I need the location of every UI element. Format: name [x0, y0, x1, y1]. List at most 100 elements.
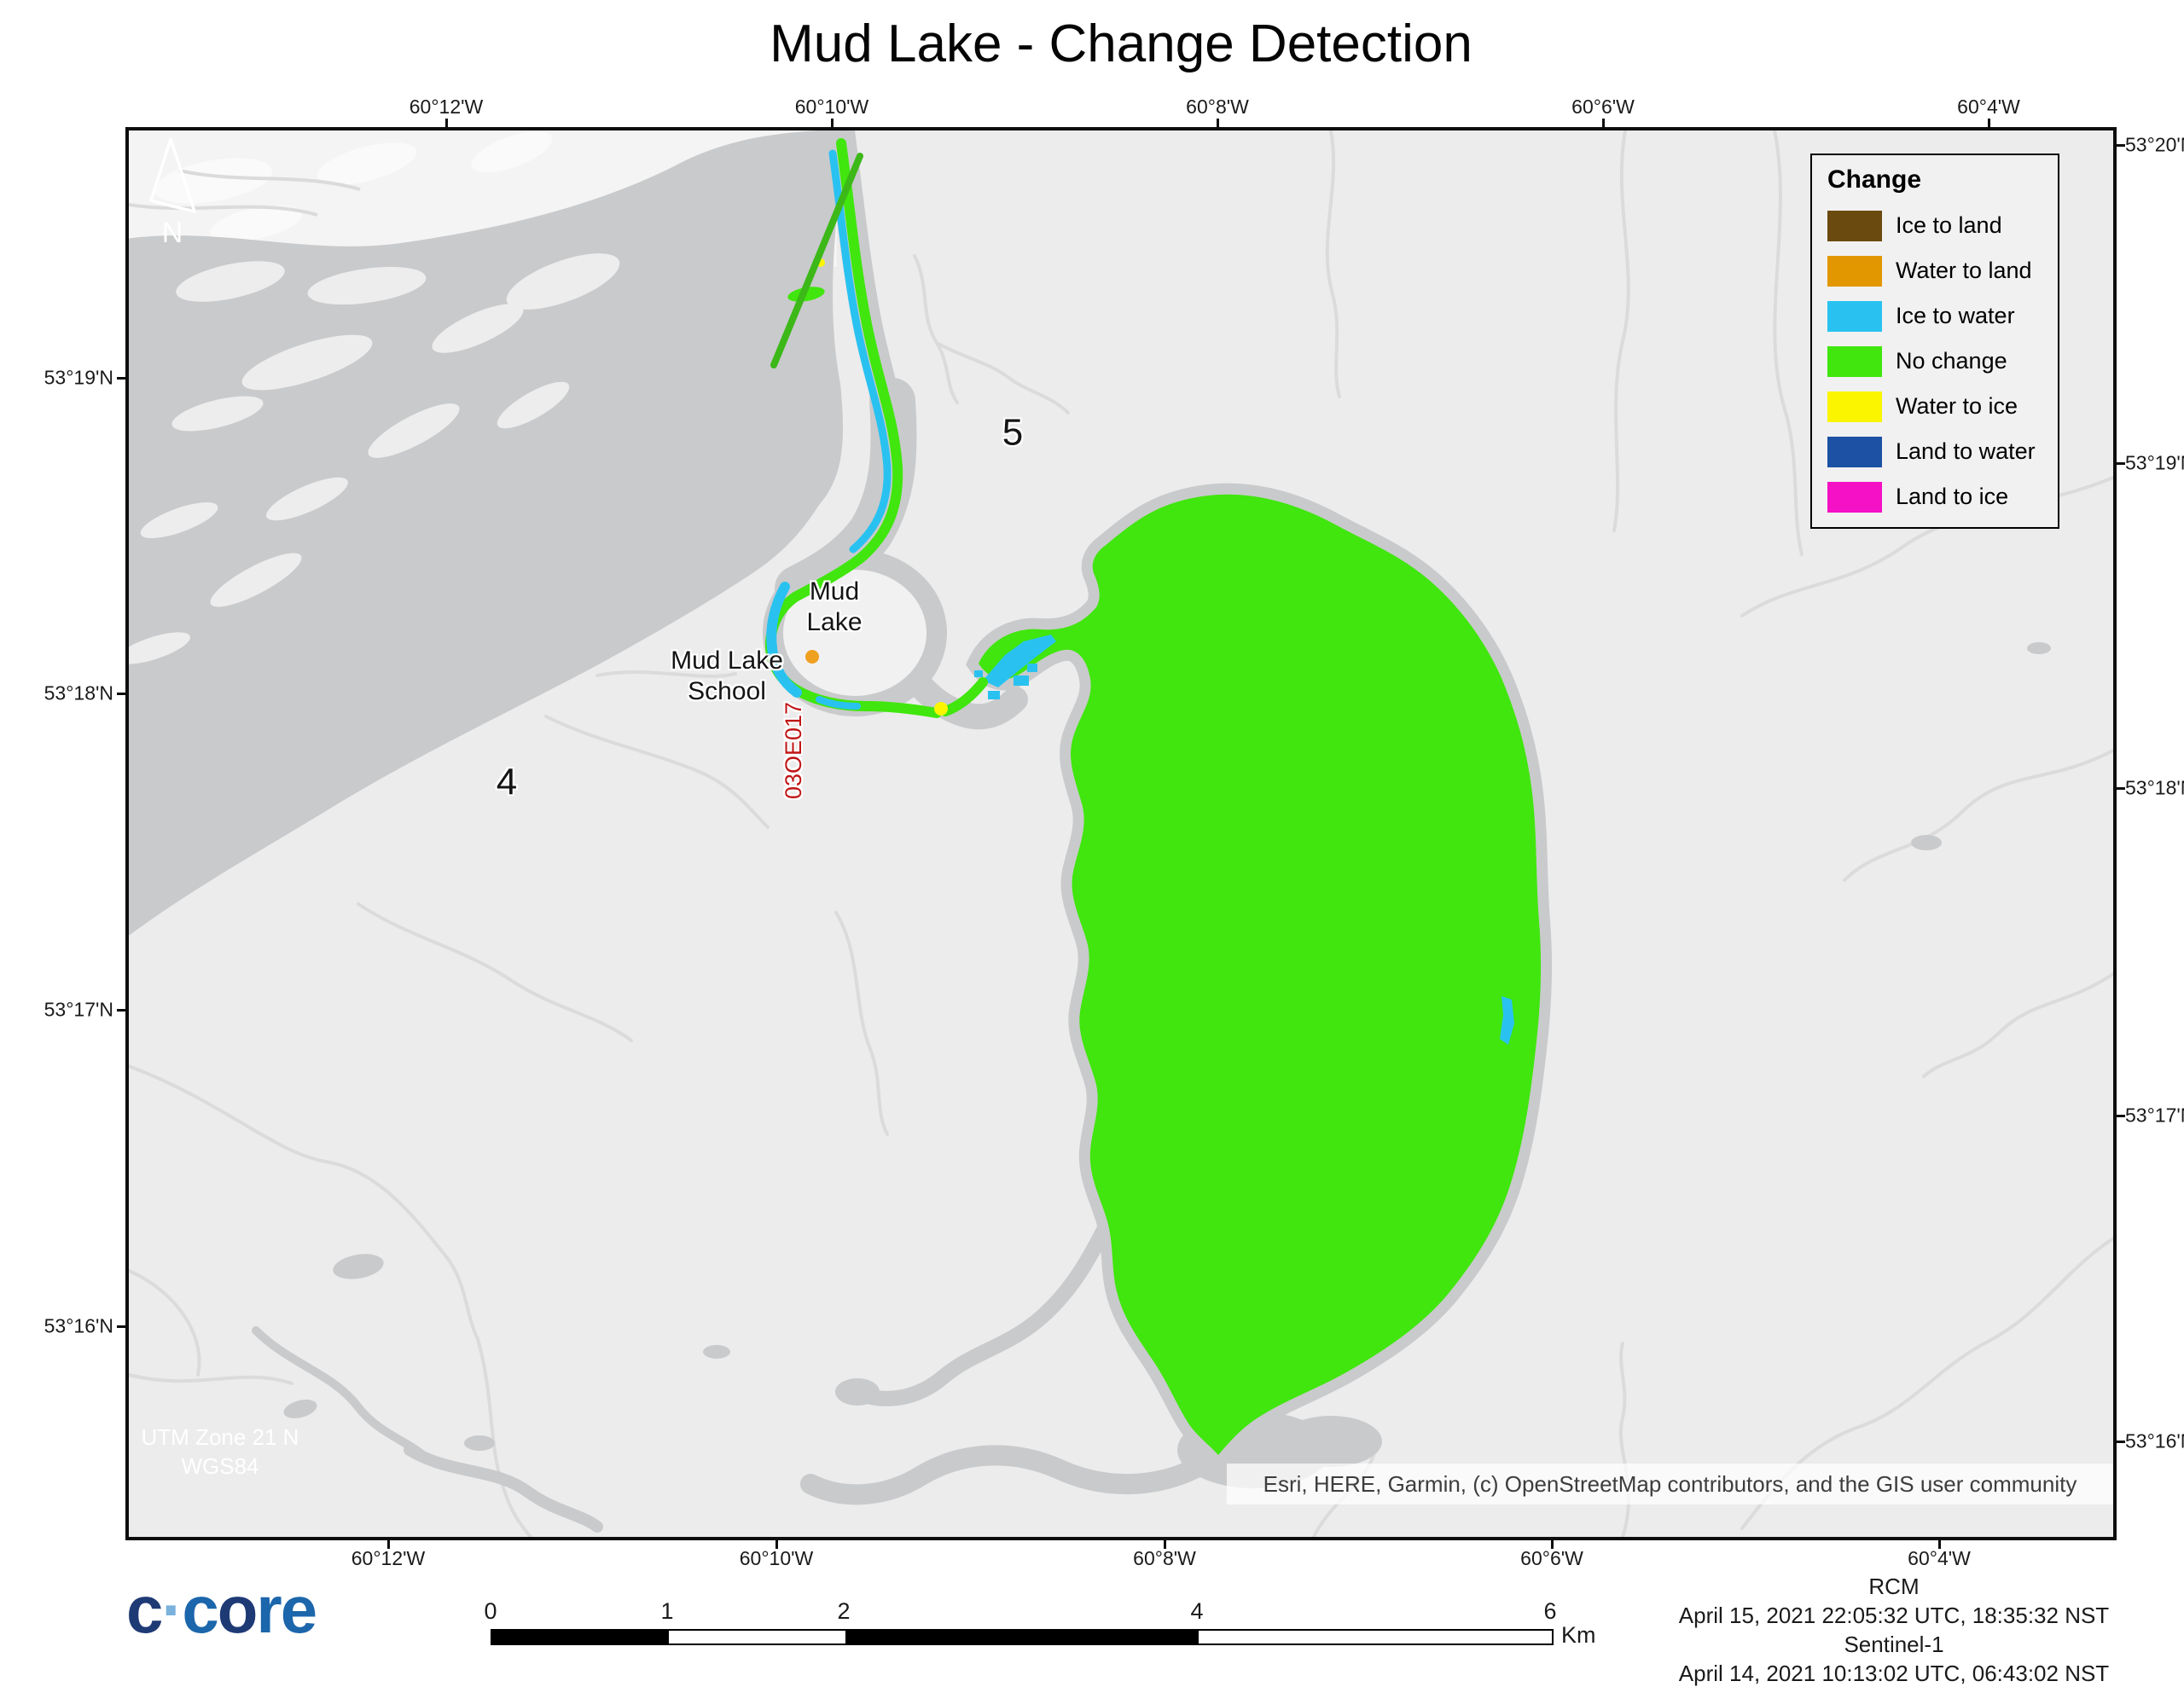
legend-item-water_to_ice: Water to ice — [1827, 384, 2058, 429]
tick-mark — [117, 1325, 125, 1328]
logo-letter: · — [161, 1572, 183, 1647]
tick-label-left: 53°18'N — [44, 681, 113, 704]
tick-mark — [1988, 119, 1990, 127]
delta-islands — [129, 253, 620, 664]
zone-5-label: 5 — [1002, 411, 1024, 454]
tick-mark — [2117, 462, 2125, 465]
tick-label-bottom: 60°10'W — [739, 1547, 814, 1569]
tick-label-top: 60°8'W — [1186, 96, 1249, 118]
page-title: Mud Lake - Change Detection — [770, 14, 1472, 73]
scale-bar — [491, 1629, 1554, 1645]
tick-mark — [117, 1009, 125, 1012]
no-change-lake-area — [979, 494, 1542, 1455]
grand-lake — [800, 483, 1553, 1505]
water_to_ice-swatch — [1827, 391, 1882, 422]
land_to_ice-swatch — [1827, 481, 1882, 513]
scale-bar-segment — [669, 1631, 845, 1644]
tick-mark — [1551, 1540, 1554, 1549]
tick-label-bottom: 60°8'W — [1133, 1547, 1196, 1569]
tick-mark — [831, 119, 834, 127]
tick-label-right: 53°18'N — [2125, 776, 2184, 799]
water-to-land-point — [805, 650, 819, 664]
legend-label: Land to water — [1896, 438, 2036, 464]
ice_to_water-swatch — [1827, 300, 1882, 332]
tick-mark — [117, 377, 125, 380]
legend-title: Change — [1827, 165, 1922, 194]
ice-to-water-ribbon-lake — [766, 582, 802, 698]
legend-label: Land to ice — [1896, 484, 2009, 509]
tick-label-left: 53°16'N — [44, 1314, 113, 1337]
tick-label-right: 53°20'N — [2125, 133, 2184, 156]
attribution-text: Esri, HERE, Garmin, (c) OpenStreetMap co… — [1227, 1464, 2113, 1504]
logo-letter: e — [280, 1572, 317, 1647]
ponds — [283, 642, 2051, 1451]
tick-mark — [2117, 1115, 2125, 1117]
tick-mark — [1217, 119, 1219, 127]
legend-item-water_to_land: Water to land — [1827, 248, 2058, 293]
tick-mark — [117, 693, 125, 695]
water_to_land-swatch — [1827, 255, 1882, 287]
tick-mark — [1164, 1540, 1166, 1549]
acquisition-credits: RCM April 15, 2021 22:05:32 UTC, 18:35:32… — [1638, 1572, 2150, 1687]
basemap: N — [129, 130, 2113, 1537]
legend-item-land_to_ice: Land to ice — [1827, 474, 2058, 519]
scale-bar-tick-label: 2 — [837, 1598, 851, 1624]
credit-line: April 15, 2021 22:05:32 UTC, 18:35:32 NS… — [1678, 1603, 2110, 1628]
north-arrow-icon: N — [149, 137, 196, 249]
river-delta — [129, 130, 846, 936]
meander-rivers — [252, 1326, 603, 1533]
tick-mark — [387, 1540, 390, 1549]
scale-bar-segment — [492, 1631, 669, 1644]
no-change-ribbon-junction — [940, 677, 988, 716]
tick-label-bottom: 60°6'W — [1520, 1547, 1583, 1569]
tick-label-left: 53°17'N — [44, 998, 113, 1021]
mud-lake-school-label: Mud Lake School — [671, 646, 783, 705]
projection-note: UTM Zone 21 N WGS84 — [135, 1423, 305, 1481]
legend: Change Ice to land Water to land Ice to wa… — [1810, 154, 2059, 529]
scale-bar-tick-label: 0 — [484, 1598, 497, 1624]
survey-line — [770, 153, 863, 368]
legend-label: Water to land — [1896, 258, 2032, 283]
tick-mark — [775, 1540, 778, 1549]
scale-bar-segment — [1199, 1631, 1552, 1644]
tick-label-top: 60°10'W — [794, 96, 869, 118]
logo-letter: o — [217, 1572, 258, 1647]
tick-label-left: 53°19'N — [44, 366, 113, 389]
ice-to-water-ribbon-upper — [828, 149, 892, 554]
tick-label-bottom: 60°12'W — [351, 1547, 426, 1569]
tick-mark — [2117, 144, 2125, 147]
tick-mark — [1602, 119, 1605, 127]
legend-item-land_to_water: Land to water — [1827, 429, 2058, 474]
ccore-logo: c·core — [126, 1576, 317, 1643]
legend-label: No change — [1896, 348, 2007, 374]
legend-items: Ice to land Water to land Ice to water No c… — [1827, 203, 2058, 519]
north-arrow-label: N — [162, 217, 183, 249]
tick-label-right: 53°16'N — [2125, 1429, 2184, 1452]
tick-label-right: 53°17'N — [2125, 1104, 2184, 1127]
tick-label-top: 60°6'W — [1571, 96, 1635, 118]
mud-lake-label: Mud Lake — [806, 577, 863, 636]
no_change-swatch — [1827, 345, 1882, 377]
scale-bar-segment — [845, 1631, 1199, 1644]
tick-mark — [2117, 787, 2125, 790]
scale-bar-tick-label: 4 — [1190, 1598, 1204, 1624]
logo-letter: c — [126, 1572, 163, 1647]
station-id-label: 03OE017 — [781, 701, 806, 800]
credit-line: RCM — [1868, 1574, 1920, 1599]
legend-label: Water to ice — [1896, 393, 2018, 419]
logo-letter: r — [256, 1572, 282, 1647]
ice-to-water-patches — [974, 635, 1514, 1045]
tick-mark — [445, 119, 448, 127]
legend-item-ice_to_land: Ice to land — [1827, 203, 2058, 248]
tick-mark — [1938, 1540, 1941, 1549]
projection-line2: WGS84 — [181, 1453, 259, 1479]
legend-item-no_change: No change — [1827, 339, 2058, 384]
credit-line: April 14, 2021 10:13:02 UTC, 06:43:02 NS… — [1678, 1661, 2110, 1686]
scale-bar-tick-label: 1 — [660, 1598, 674, 1624]
tick-label-top: 60°12'W — [409, 96, 484, 118]
logo-letter: c — [182, 1572, 218, 1647]
map-frame: N — [125, 127, 2117, 1540]
credit-line: Sentinel-1 — [1844, 1632, 1944, 1657]
scale-bar-unit: Km — [1561, 1622, 1596, 1648]
ice_to_land-swatch — [1827, 210, 1882, 241]
